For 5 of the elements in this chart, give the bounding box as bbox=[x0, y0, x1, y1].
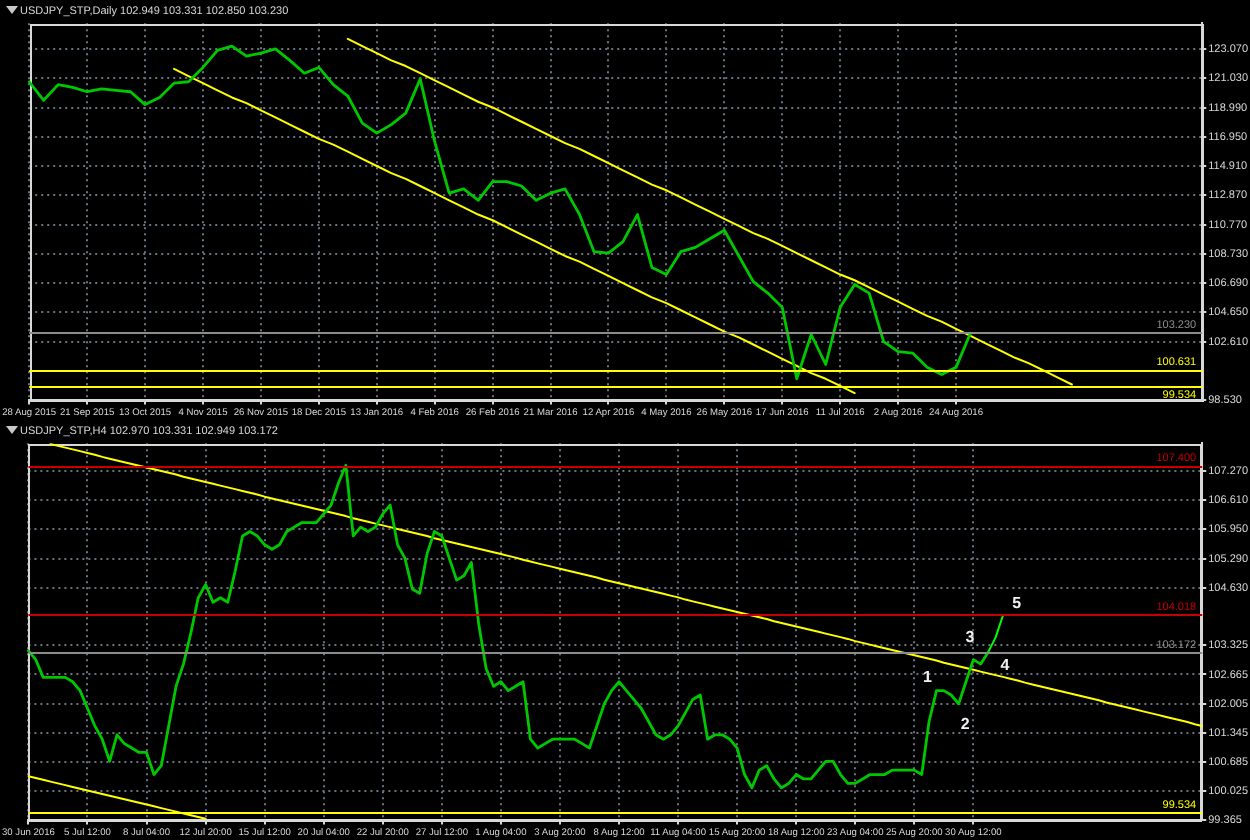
annotation: 1 bbox=[923, 667, 934, 686]
annotation: 4 bbox=[1000, 655, 1011, 674]
annotation: 3 bbox=[965, 627, 976, 646]
annotation: 2 bbox=[960, 715, 971, 734]
annotation: 5 bbox=[1012, 593, 1023, 612]
